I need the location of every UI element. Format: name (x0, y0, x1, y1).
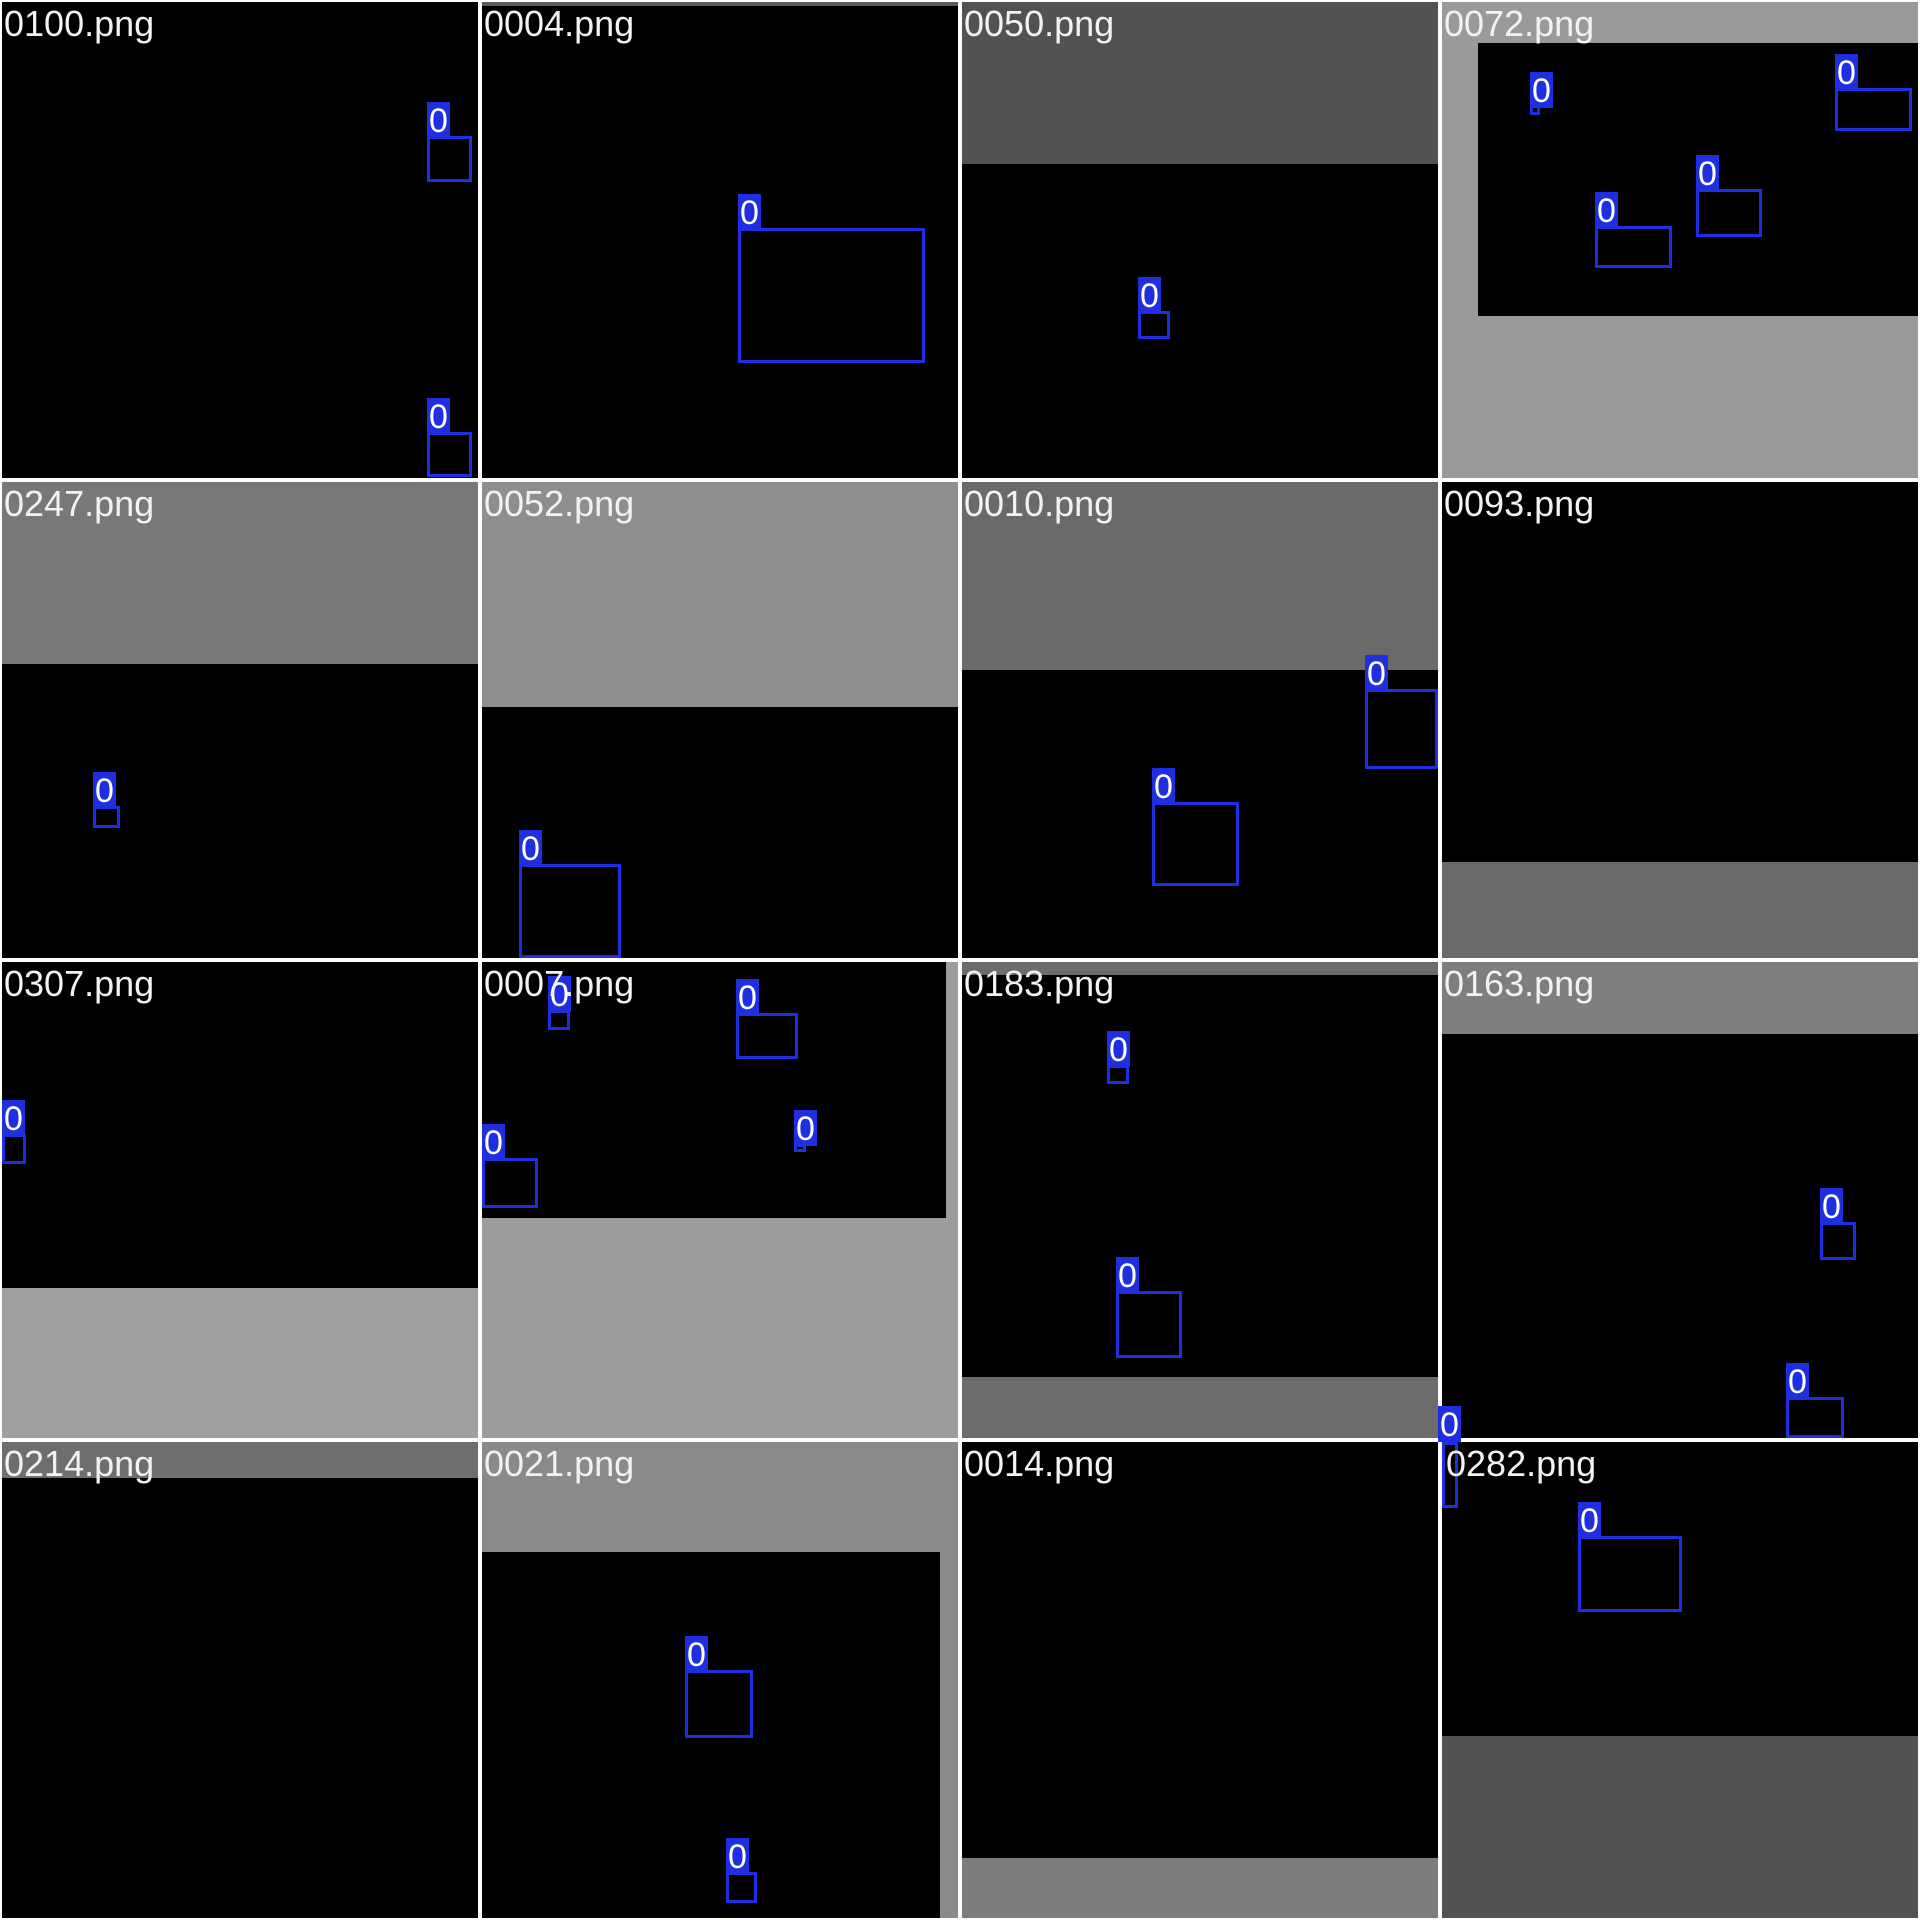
bounding-box (1152, 802, 1239, 886)
box-class-label: 0 (1595, 192, 1618, 230)
tile-filename: 0010.png (964, 483, 1115, 524)
image-tile[interactable]: 0247.png 0 (2, 482, 478, 958)
box-class-label: 0 (726, 1838, 749, 1876)
bounding-box (482, 1158, 538, 1208)
image-tile[interactable]: 0072.png 0 0 0 0 (1442, 2, 1918, 478)
bounding-box (738, 228, 925, 363)
bounding-box (427, 432, 472, 477)
tile-filename: 0072.png (1444, 3, 1595, 44)
tile-filename: 0183.png (964, 963, 1115, 1004)
image-tile[interactable]: 0007.png 0 0 0 0 (482, 962, 958, 1438)
image-tile[interactable]: 0052.png 0 (482, 482, 958, 958)
border-band (962, 482, 1438, 670)
border-band (2, 482, 478, 664)
border-band (482, 482, 958, 707)
box-class-label: 0 (2, 1100, 25, 1138)
bounding-box (519, 864, 621, 958)
bounding-box (1138, 311, 1170, 339)
box-class-label: 0 (519, 830, 542, 868)
box-class-label: 0 (1116, 1257, 1139, 1295)
image-tile[interactable]: 0183.png 0 0 (962, 962, 1438, 1438)
tile-filename: 0052.png (484, 483, 635, 524)
border-band (962, 1858, 1438, 1918)
image-tile[interactable]: 0021.png 0 0 (482, 1442, 958, 1918)
tile-filename: 0004.png (484, 3, 635, 44)
border-band (2, 1288, 478, 1438)
box-class-label: 0 (1835, 54, 1858, 92)
bounding-box (427, 136, 472, 182)
bounding-box (1786, 1397, 1844, 1438)
box-class-label: 0 (1152, 768, 1175, 806)
bounding-box (1595, 226, 1672, 268)
box-class-label: 0 (1786, 1363, 1809, 1401)
tile-filename: 0093.png (1444, 483, 1595, 524)
image-content (962, 975, 1438, 1377)
tile-filename: 0307.png (4, 963, 155, 1004)
box-class-label: 0 (482, 1124, 505, 1162)
box-class-label: 0 (794, 1110, 817, 1148)
bounding-box (1820, 1222, 1856, 1260)
bounding-box (2, 1134, 26, 1164)
tile-filename: 0021.png (484, 1443, 635, 1484)
border-band (2, 1442, 478, 1478)
border-band (962, 2, 1438, 164)
image-tile[interactable]: 0100.png 0 0 (2, 2, 478, 478)
border-band (1442, 862, 1918, 958)
bounding-box (1116, 1291, 1182, 1358)
box-class-label: 0 (1138, 277, 1161, 315)
image-tile[interactable]: 0282.png 0 0 (1442, 1442, 1918, 1918)
bounding-box (685, 1670, 753, 1738)
image-tile[interactable]: 0004.png 0 (482, 2, 958, 478)
border-band (482, 2, 958, 6)
image-tile[interactable]: 0014.png (962, 1442, 1438, 1918)
box-class-label: 0 (1438, 1406, 1461, 1444)
image-tile[interactable]: 0214.png (2, 1442, 478, 1918)
bounding-box (1442, 1442, 1458, 1508)
box-class-label: 0 (93, 772, 116, 810)
bounding-box (1835, 88, 1912, 131)
image-tile[interactable]: 0307.png 0 (2, 962, 478, 1438)
image-tile[interactable]: 0050.png 0 (962, 2, 1438, 478)
box-class-label: 0 (1820, 1188, 1843, 1226)
box-class-label: 0 (1365, 655, 1388, 693)
bounding-box (1365, 689, 1438, 769)
border-band (1442, 962, 1918, 1034)
box-class-label: 0 (736, 979, 759, 1017)
tile-filename: 0214.png (4, 1443, 155, 1484)
box-class-label: 0 (1696, 155, 1719, 193)
box-class-label: 0 (685, 1636, 708, 1674)
box-class-label: 0 (1107, 1031, 1130, 1069)
tile-filename: 0007.png (484, 963, 635, 1004)
tile-filename: 0282.png (1446, 1443, 1597, 1484)
box-class-label: 0 (1530, 72, 1553, 110)
tile-filename: 0050.png (964, 3, 1115, 44)
bounding-box (726, 1872, 757, 1903)
image-tile[interactable]: 0010.png 0 0 (962, 482, 1438, 958)
tile-filename: 0014.png (964, 1443, 1115, 1484)
box-class-label: 0 (427, 398, 450, 436)
border-band (1442, 1736, 1918, 1918)
image-tile[interactable]: 0163.png 0 0 (1442, 962, 1918, 1438)
box-class-label: 0 (427, 102, 450, 140)
box-class-label: 0 (1578, 1502, 1601, 1540)
tile-filename: 0100.png (4, 3, 155, 44)
tile-filename: 0163.png (1444, 963, 1595, 1004)
image-tile[interactable]: 0093.png (1442, 482, 1918, 958)
bounding-box (736, 1013, 798, 1059)
box-class-label: 0 (738, 194, 761, 232)
bounding-box (1696, 189, 1762, 237)
box-class-label: 0 (548, 976, 571, 1014)
tile-filename: 0247.png (4, 483, 155, 524)
bounding-box (1578, 1536, 1682, 1612)
